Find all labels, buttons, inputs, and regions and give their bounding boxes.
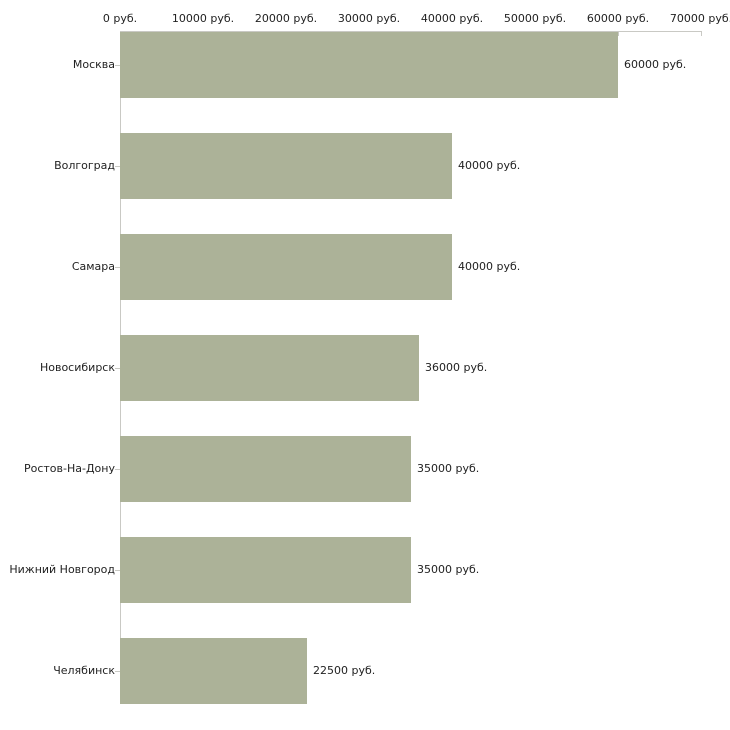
category-axis-tick [115,671,120,672]
value-label: 36000 руб. [425,361,488,374]
x-axis-line [120,31,701,32]
category-axis-tick [115,166,120,167]
category-label: Волгоград [54,159,115,172]
bar [120,638,307,704]
category-axis-tick [115,368,120,369]
x-axis-tick-label: 20000 руб. [254,12,318,25]
category-label: Новосибирск [39,361,115,374]
category-axis-tick [115,267,120,268]
category-label: Нижний Новгород [9,563,115,576]
bar [120,335,419,401]
bar [120,234,452,300]
x-axis-tick-label: 30000 руб. [337,12,401,25]
x-axis-tick [701,31,702,36]
x-axis-tick-label: 10000 руб. [171,12,235,25]
category-axis-tick [115,65,120,66]
x-axis-tick-label: 50000 руб. [503,12,567,25]
bar [120,537,411,603]
value-label: 40000 руб. [458,260,521,273]
x-axis-tick-label: 0 руб. [102,12,138,25]
category-label: Самара [71,260,115,273]
value-label: 35000 руб. [417,462,480,475]
category-label: Челябинск [53,664,115,677]
bar [120,133,452,199]
x-axis-tick-label: 60000 руб. [586,12,650,25]
x-axis-tick [618,31,619,36]
category-label: Москва [72,58,115,71]
x-axis-tick-label: 40000 руб. [420,12,484,25]
category-label: Ростов-На-Дону [23,462,115,475]
value-label: 40000 руб. [458,159,521,172]
category-axis-tick [115,570,120,571]
x-axis-tick-label: 70000 руб. [669,12,730,25]
category-axis-tick [115,469,120,470]
bar [120,32,618,98]
bar [120,436,411,502]
value-label: 22500 руб. [313,664,376,677]
value-label: 60000 руб. [624,58,687,71]
value-label: 35000 руб. [417,563,480,576]
